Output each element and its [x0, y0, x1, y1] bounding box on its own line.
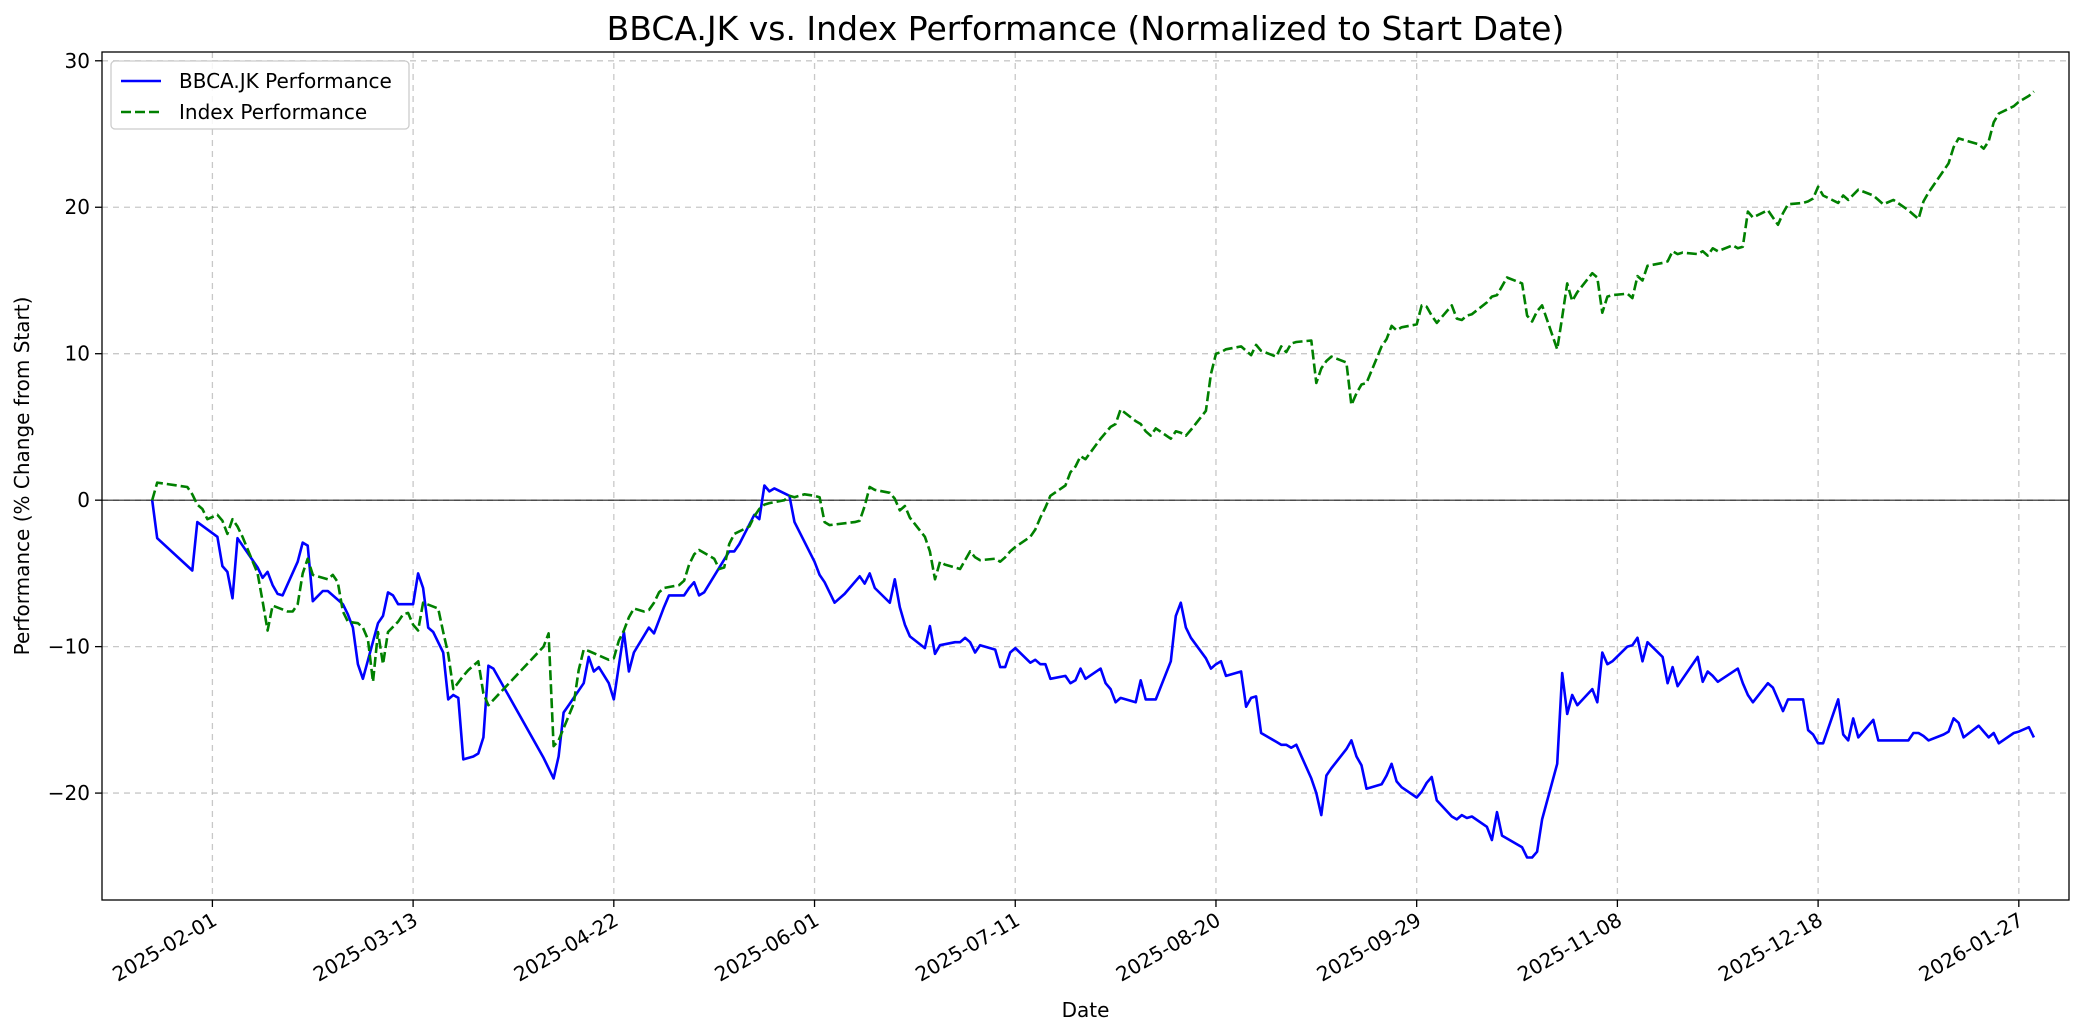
x-tick-label: 2025-03-13 [309, 908, 422, 987]
x-tick-label: 2025-12-18 [1714, 908, 1827, 987]
x-tick-label: 2025-08-20 [1112, 908, 1225, 987]
y-tick-label: 10 [65, 342, 90, 366]
chart-title: BBCA.JK vs. Index Performance (Normalize… [607, 9, 1565, 48]
plot-frame [101, 51, 2070, 901]
x-tick-label: 2025-11-08 [1513, 908, 1626, 987]
x-axis-label: Date [1062, 998, 1110, 1022]
x-tick-label: 2025-04-22 [510, 908, 623, 987]
y-tick-label: 30 [65, 49, 90, 73]
series-line-bbca [150, 484, 2036, 859]
legend-label-index: Index Performance [179, 100, 367, 124]
x-tick-label: 2025-02-01 [108, 908, 221, 987]
legend: BBCA.JK Performance Index Performance [110, 60, 410, 130]
series-layer [150, 90, 2036, 859]
x-tick-label: 2025-06-01 [710, 908, 823, 987]
x-tick-label: 2025-09-29 [1313, 908, 1426, 987]
grid-layer [102, 52, 2069, 900]
y-tick-label: 20 [65, 195, 90, 219]
y-tick-label: −20 [48, 781, 90, 805]
x-tick-label: 2026-01-27 [1915, 908, 2028, 987]
legend-box [110, 60, 410, 130]
y-tick-label: 0 [77, 488, 90, 512]
legend-label-bbca: BBCA.JK Performance [179, 69, 392, 93]
y-axis-label: Performance (% Change from Start) [10, 297, 34, 656]
y-tick-label: −10 [48, 635, 90, 659]
x-tick-label: 2025-07-11 [911, 908, 1024, 987]
tick-layer: 2025-02-01 2025-03-13 2025-04-22 2025-06-01… [48, 49, 2028, 987]
series-line-index [150, 90, 2035, 748]
